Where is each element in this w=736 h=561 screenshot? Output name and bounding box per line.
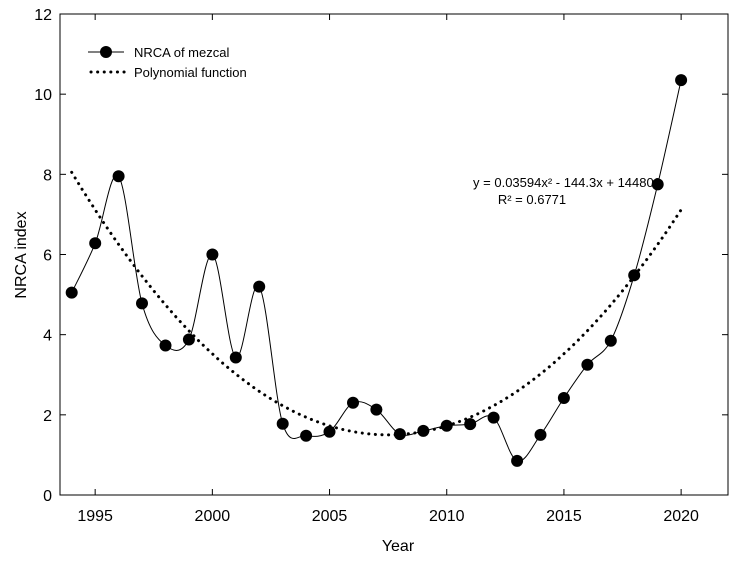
data-point	[206, 248, 219, 261]
y-tick-label: 4	[43, 328, 52, 345]
legend-series-label: NRCA of mezcal	[134, 45, 229, 60]
data-point	[487, 411, 500, 424]
data-point	[417, 424, 430, 437]
data-point	[229, 351, 242, 364]
y-axis-label: NRCA index	[13, 211, 30, 298]
data-point	[253, 280, 266, 293]
data-point	[370, 403, 383, 416]
data-point	[604, 334, 617, 347]
data-point	[323, 425, 336, 438]
y-tick-label: 8	[43, 167, 52, 184]
x-tick-label: 2005	[312, 508, 348, 525]
data-point	[65, 286, 78, 299]
y-tick-label: 0	[43, 488, 52, 505]
legend: NRCA of mezcal Polynomial function	[88, 45, 247, 80]
plot-frame	[59, 13, 729, 496]
data-point	[557, 392, 570, 404]
y-tick-label: 6	[43, 248, 52, 265]
x-tick-label: 2020	[663, 508, 699, 525]
y-tick-label: 10	[34, 87, 52, 104]
data-point	[112, 170, 125, 183]
data-point	[276, 417, 289, 430]
data-point	[511, 454, 524, 467]
x-tick-label: 2000	[195, 508, 231, 525]
data-point	[628, 269, 641, 282]
data-point	[464, 418, 477, 431]
y-axis-ticks: 0 2 4 6 8 10 12	[34, 7, 728, 505]
nrca-series-markers	[65, 74, 688, 467]
data-point	[675, 74, 688, 87]
data-point	[393, 428, 406, 441]
data-point	[581, 358, 594, 371]
legend-fit-label: Polynomial function	[134, 65, 247, 80]
x-tick-label: 2010	[429, 508, 465, 525]
x-axis-label: Year	[382, 538, 415, 555]
legend-series-marker	[100, 46, 112, 58]
data-point	[136, 297, 148, 310]
polynomial-fit-curve	[70, 170, 683, 437]
data-point	[89, 237, 102, 250]
y-tick-label: 2	[43, 408, 52, 425]
data-point	[651, 178, 664, 191]
data-point	[534, 428, 547, 441]
data-point	[300, 429, 313, 442]
x-tick-label: 1995	[77, 508, 113, 525]
x-tick-label: 2015	[546, 508, 582, 525]
x-axis-ticks: 1995 2000 2005 2010 2015 2020	[77, 14, 699, 525]
data-point	[440, 419, 453, 432]
data-point	[347, 396, 359, 409]
data-point	[182, 333, 195, 346]
y-tick-label: 12	[34, 7, 52, 24]
fit-equation: y = 0.03594x² - 144.3x + 144800	[473, 175, 661, 190]
fit-r-squared: R² = 0.6771	[498, 192, 566, 207]
data-point	[159, 339, 172, 352]
